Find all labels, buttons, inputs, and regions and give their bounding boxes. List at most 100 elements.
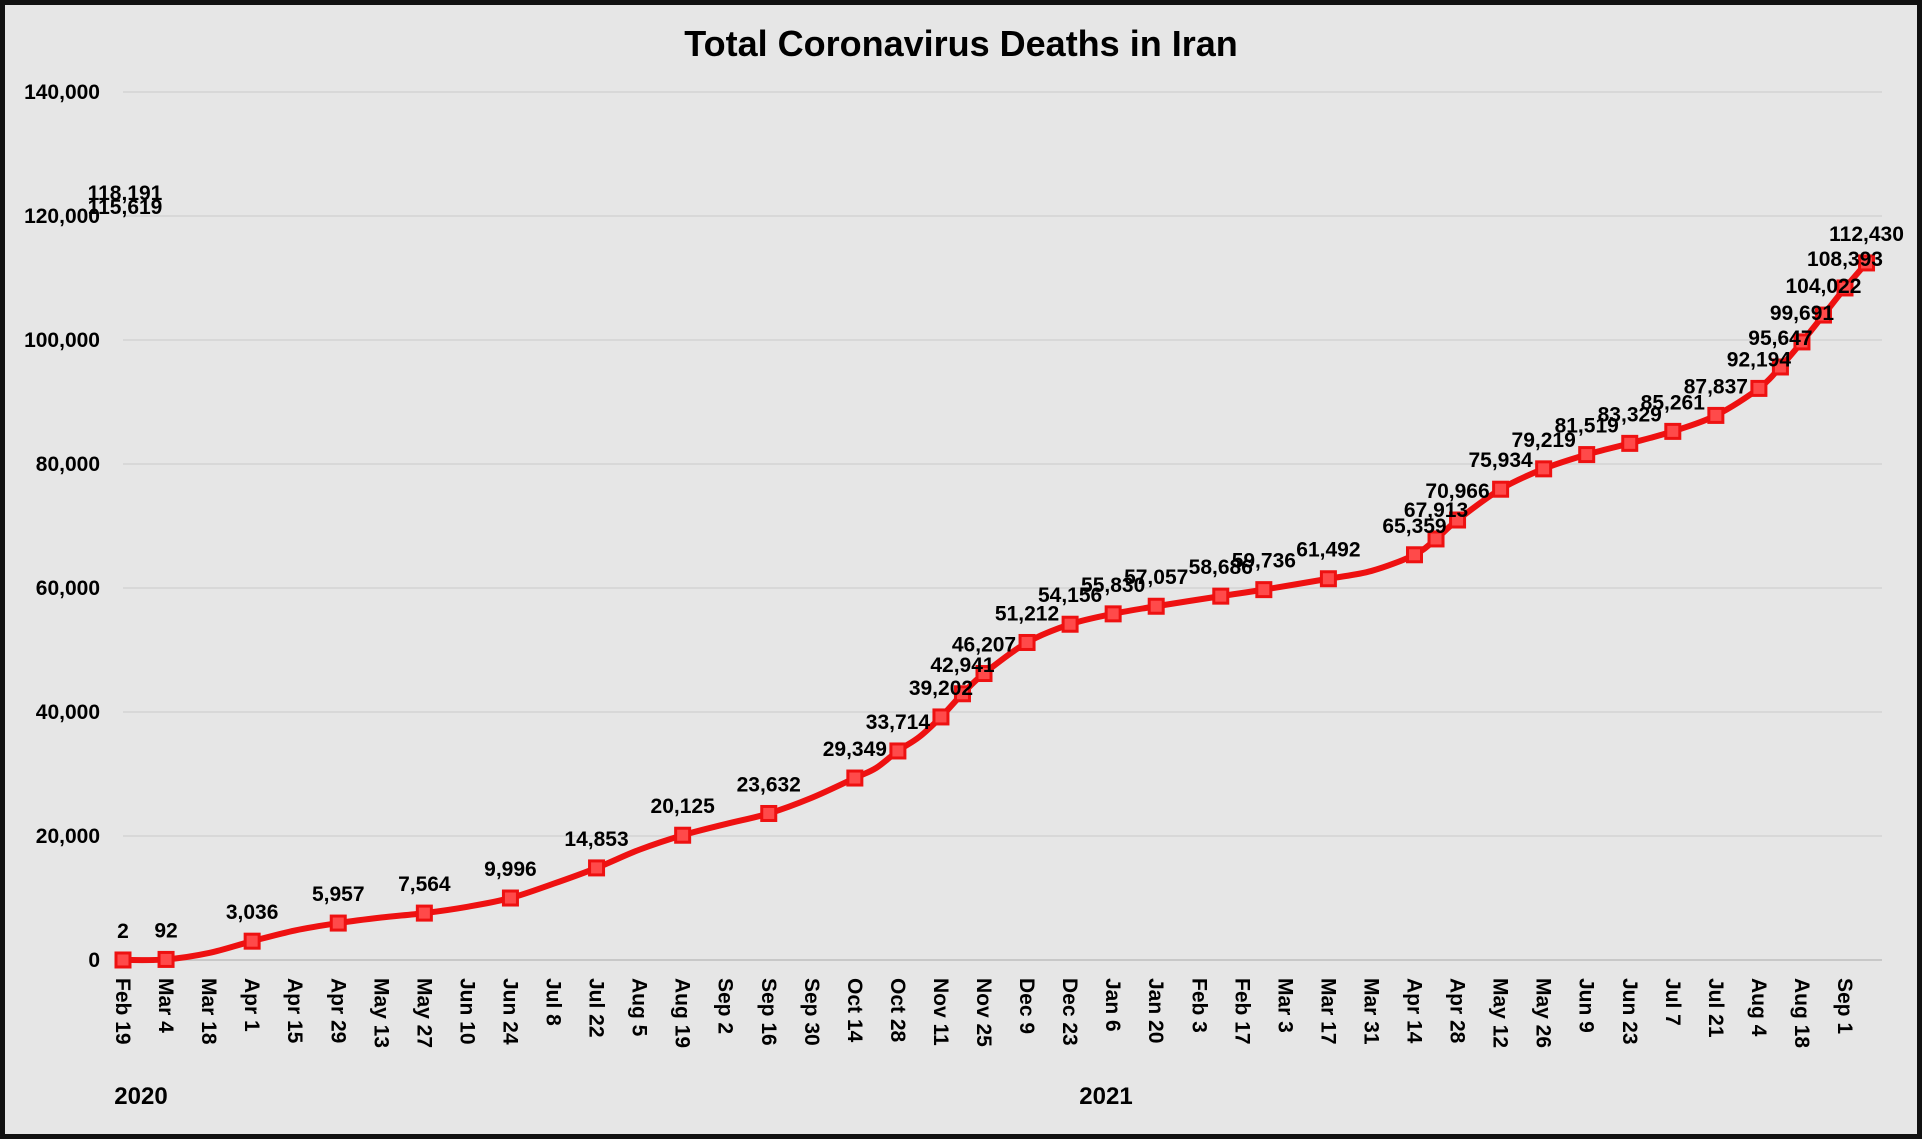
data-point-marker: [1771, 358, 1789, 376]
x-tick-label: Jan 6: [1101, 978, 1124, 1032]
data-point-marker: [1836, 279, 1854, 297]
x-tick-label: May 26: [1532, 978, 1555, 1048]
data-label: 23,632: [737, 773, 801, 796]
x-tick-label: Aug 4: [1747, 978, 1770, 1037]
data-label: 58,686: [1189, 556, 1253, 579]
x-tick-label: Mar 17: [1316, 978, 1339, 1045]
x-tick-label: Sep 16: [757, 978, 780, 1046]
data-point-marker: [415, 904, 433, 922]
data-point-marker: [243, 932, 261, 950]
data-point-marker: [157, 950, 175, 968]
data-label: 108,393: [1807, 248, 1883, 271]
data-point-marker: [1664, 422, 1682, 440]
data-label: 85,261: [1641, 391, 1706, 414]
data-point-marker: [1492, 480, 1510, 498]
x-tick-label: Oct 28: [886, 978, 909, 1043]
data-label: 9,996: [484, 858, 537, 881]
data-label: 70,966: [1425, 480, 1489, 503]
data-point-marker: [1750, 379, 1768, 397]
x-tick-label: May 27: [412, 978, 435, 1048]
data-point-marker: [1406, 546, 1423, 564]
data-label: 92: [154, 919, 177, 942]
year-label: 2021: [1079, 1083, 1132, 1110]
data-label: 14,853: [564, 828, 628, 851]
y-tick-label: 60,000: [36, 577, 100, 600]
data-label: 115,619: [88, 196, 163, 219]
data-label: 61,492: [1296, 539, 1360, 562]
data-point-marker: [1858, 254, 1876, 272]
x-tick-label: Sep 2: [714, 978, 737, 1034]
x-tick-label: Apr 29: [326, 978, 349, 1043]
x-tick-label: Jun 24: [498, 978, 521, 1045]
data-label: 75,934: [1468, 449, 1533, 472]
y-tick-label: 40,000: [36, 701, 100, 724]
data-point-marker: [932, 708, 950, 726]
data-label: 65,359: [1382, 515, 1446, 538]
x-tick-label: Nov 11: [929, 978, 952, 1046]
data-point-marker: [1621, 434, 1639, 452]
x-tick-label: Feb 19: [111, 978, 134, 1045]
data-point-marker: [846, 769, 864, 787]
data-label: 29,349: [823, 738, 887, 761]
data-point-marker: [1814, 306, 1832, 324]
data-label: 79,219: [1512, 429, 1576, 452]
x-tick-label: Aug 19: [671, 978, 694, 1048]
data-point-marker: [1212, 587, 1230, 605]
data-point-marker: [1061, 615, 1079, 633]
y-tick-label: 80,000: [36, 453, 100, 476]
data-label: 42,941: [930, 654, 995, 677]
data-label: 33,714: [866, 711, 931, 734]
data-point-marker: [1147, 597, 1165, 615]
data-label: 83,329: [1598, 403, 1662, 426]
data-label: 87,837: [1684, 375, 1748, 398]
x-tick-label: Jul 21: [1704, 978, 1727, 1038]
data-point-marker: [975, 665, 993, 683]
x-tick-label: Aug 18: [1790, 978, 1813, 1048]
x-tick-label: Mar 18: [197, 978, 220, 1045]
data-point-marker: [1793, 333, 1811, 351]
y-tick-label: 140,000: [24, 81, 100, 104]
data-point-marker: [1449, 511, 1467, 529]
data-label: 104,022: [1786, 275, 1862, 298]
data-label: 54,156: [1038, 584, 1102, 607]
x-tick-label: Mar 3: [1273, 978, 1296, 1033]
data-point-marker: [329, 914, 347, 932]
data-label: 20,125: [651, 795, 716, 818]
data-label: 99,691: [1770, 302, 1835, 325]
data-point-marker: [1427, 530, 1445, 548]
data-label: 67,913: [1404, 499, 1468, 522]
data-label: 59,736: [1232, 550, 1296, 573]
data-label: 51,212: [995, 602, 1059, 625]
data-label: 39,202: [909, 677, 973, 700]
x-tick-label: Apr 1: [240, 978, 263, 1032]
data-point-marker: [1578, 446, 1596, 464]
year-label: 2020: [114, 1083, 167, 1110]
x-tick-label: Mar 4: [154, 978, 177, 1033]
data-label: 2: [117, 920, 129, 943]
y-tick-label: 0: [88, 949, 100, 972]
x-tick-label: Aug 5: [628, 978, 651, 1037]
data-label: 92,194: [1727, 348, 1792, 371]
y-tick-label: 100,000: [24, 329, 100, 352]
x-tick-label: Jul 7: [1661, 978, 1684, 1026]
data-label: 3,036: [226, 901, 279, 924]
chart-title: Total Coronavirus Deaths in Iran: [684, 23, 1237, 64]
x-tick-label: Feb 3: [1187, 978, 1210, 1033]
x-tick-label: Sep 1: [1833, 978, 1856, 1034]
x-tick-label: Jan 20: [1144, 978, 1167, 1043]
x-tick-label: Jul 8: [542, 978, 565, 1026]
data-point-marker: [1319, 570, 1337, 588]
y-tick-label: 20,000: [36, 825, 100, 848]
data-label: 7,564: [398, 873, 451, 896]
x-tick-label: Mar 31: [1359, 978, 1382, 1045]
data-point-marker: [953, 685, 971, 703]
x-tick-label: Apr 14: [1403, 978, 1426, 1044]
data-point-marker: [1535, 460, 1553, 478]
data-label: 57,057: [1124, 566, 1188, 589]
x-tick-label: Apr 15: [283, 978, 306, 1044]
data-label: 118,191: [88, 182, 163, 205]
data-point-marker: [1255, 581, 1273, 599]
data-point-marker: [588, 859, 606, 877]
x-tick-label: Nov 25: [972, 978, 995, 1047]
